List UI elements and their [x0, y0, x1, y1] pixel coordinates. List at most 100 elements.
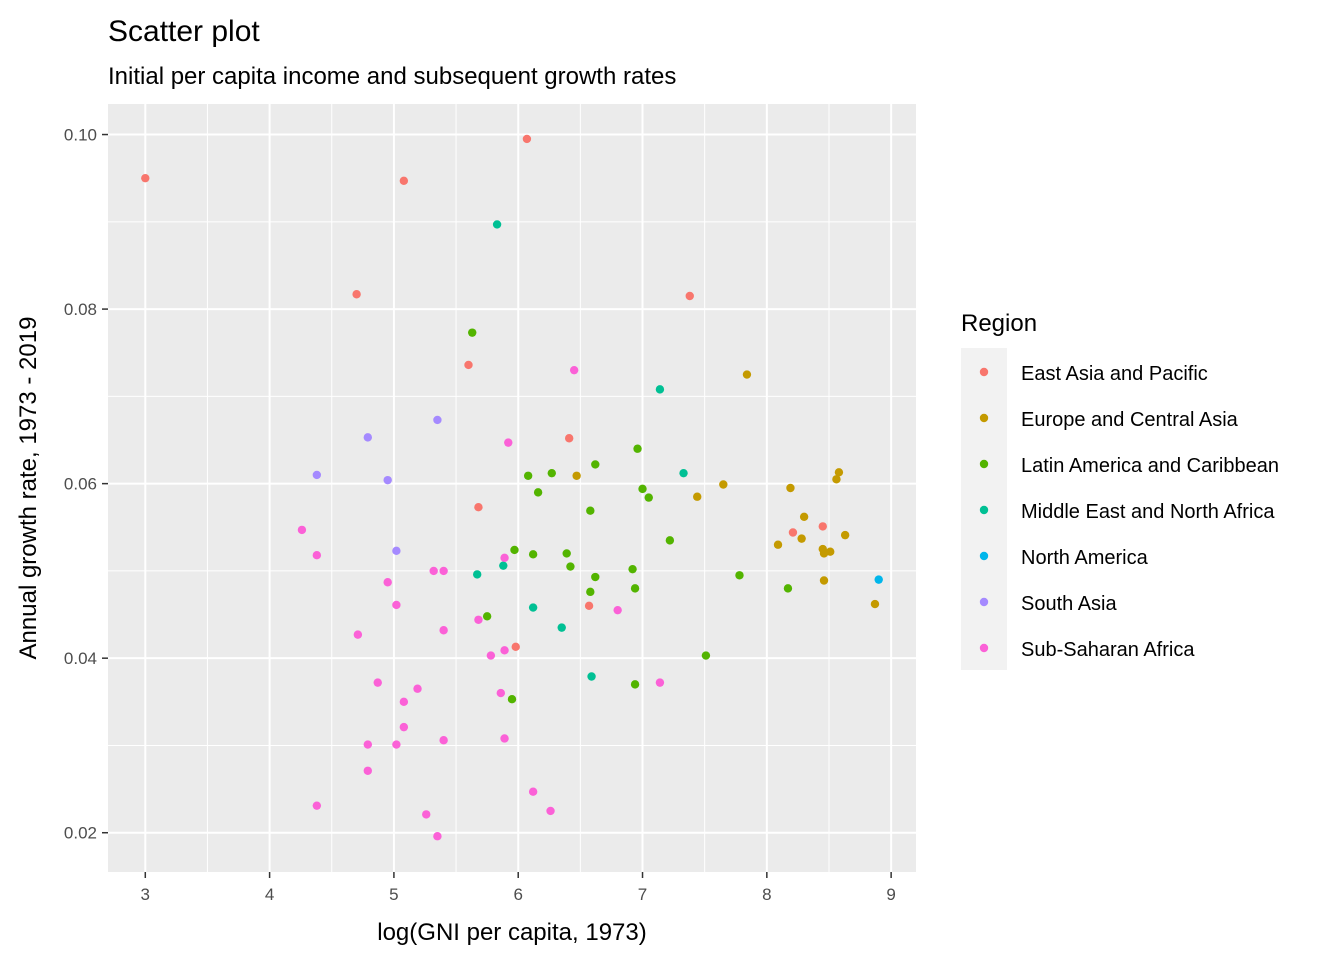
data-point: [523, 471, 533, 480]
x-axis-title: log(GNI per capita, 1973): [377, 919, 646, 946]
data-point: [392, 546, 401, 556]
y-tick-label: 0.02: [64, 824, 97, 843]
data-point: [439, 566, 448, 576]
data-point: [719, 480, 728, 489]
data-point: [297, 525, 307, 535]
y-tick-label: 0.04: [64, 649, 97, 668]
data-point: [528, 550, 538, 559]
data-point: [587, 672, 596, 681]
data-point: [507, 695, 517, 704]
data-point: [464, 360, 473, 370]
data-point: [818, 522, 827, 531]
data-point: [564, 434, 574, 443]
data-point: [141, 173, 150, 183]
data-point: [586, 506, 595, 515]
x-tick-label: 6: [513, 885, 522, 904]
data-point: [557, 623, 566, 632]
legend: Region East Asia and Pacific Europe and C…: [961, 310, 1279, 670]
legend-key: [979, 597, 989, 607]
data-point: [685, 291, 694, 301]
legend-label: Sub-Saharan Africa: [1021, 639, 1195, 661]
data-point: [433, 415, 442, 425]
legend-key: [979, 413, 989, 423]
x-tick-label: 8: [762, 885, 771, 904]
data-point: [591, 572, 600, 582]
data-point: [383, 475, 392, 485]
legend-label: East Asia and Pacific: [1021, 363, 1208, 385]
series-3: [472, 220, 688, 681]
data-point: [832, 475, 841, 484]
data-point: [511, 642, 520, 652]
data-point: [439, 626, 448, 635]
data-point: [422, 810, 431, 819]
legend-key: [979, 367, 989, 377]
data-point: [482, 612, 492, 621]
data-point: [786, 483, 795, 493]
data-point: [840, 530, 850, 540]
data-point: [591, 460, 600, 469]
data-point: [312, 470, 322, 480]
data-point: [665, 536, 675, 545]
data-point: [533, 488, 543, 497]
legend-label: Latin America and Caribbean: [1021, 455, 1279, 477]
data-point: [834, 468, 844, 477]
data-point: [566, 562, 575, 571]
data-point: [496, 688, 506, 698]
data-point: [826, 547, 835, 556]
series-5: [312, 415, 442, 556]
data-point: [413, 684, 422, 693]
data-point: [773, 540, 783, 549]
legend-label: South Asia: [1021, 593, 1118, 615]
data-point: [679, 468, 688, 478]
data-point: [399, 176, 409, 185]
x-tick-label: 3: [141, 885, 150, 904]
chart-subtitle: Initial per capita income and subsequent…: [108, 63, 676, 90]
data-point: [655, 678, 665, 687]
data-point: [439, 736, 448, 745]
legend-key: [979, 643, 989, 653]
data-point: [373, 678, 382, 687]
data-point: [572, 471, 581, 480]
legend-key: [979, 505, 989, 515]
data-point: [399, 697, 409, 707]
data-point: [486, 651, 496, 660]
series-0: [141, 134, 827, 652]
plot-panel: [108, 104, 916, 872]
data-point: [528, 787, 538, 796]
data-point: [546, 806, 555, 816]
x-tick-label: 9: [886, 885, 895, 904]
data-point: [492, 220, 502, 229]
series-1: [572, 370, 880, 609]
data-point: [633, 444, 642, 453]
series-2: [468, 328, 793, 704]
data-point: [500, 553, 509, 563]
data-point: [363, 766, 373, 775]
data-point: [363, 433, 373, 442]
data-point: [399, 722, 409, 732]
data-point: [819, 576, 829, 585]
y-tick-label: 0.06: [64, 475, 97, 494]
data-point: [630, 680, 640, 689]
data-point: [735, 571, 744, 580]
data-point: [383, 578, 392, 587]
x-tick-label: 5: [389, 885, 398, 904]
data-point: [693, 492, 702, 501]
data-point: [655, 385, 665, 394]
data-point: [474, 503, 483, 512]
data-point: [392, 600, 401, 610]
data-point: [586, 587, 595, 597]
data-point: [353, 630, 363, 639]
minor-gridlines: [108, 104, 916, 872]
legend-label: Europe and Central Asia: [1021, 409, 1239, 431]
data-point: [499, 561, 508, 570]
data-point: [474, 615, 483, 624]
data-point: [312, 551, 322, 560]
data-point: [352, 290, 361, 299]
data-point: [510, 545, 519, 555]
data-point: [312, 801, 322, 810]
x-tick-label: 4: [265, 885, 274, 904]
data-point: [630, 584, 640, 593]
data-point: [613, 605, 622, 615]
data-point: [392, 740, 401, 749]
